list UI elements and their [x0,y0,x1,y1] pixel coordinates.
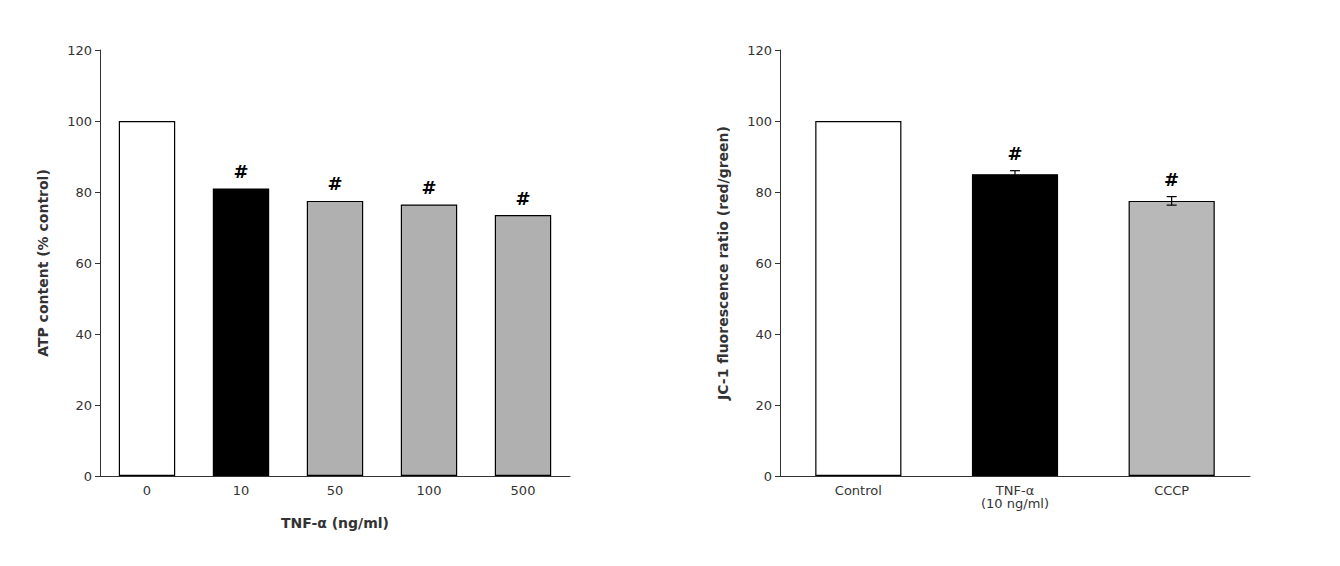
svg-text:#: # [1164,169,1179,190]
svg-text:60: 60 [755,256,772,271]
svg-text:80: 80 [75,185,92,200]
svg-text:20: 20 [75,398,92,413]
svg-text:Control: Control [835,483,882,498]
svg-text:500: 500 [511,483,536,498]
svg-text:TNF-α: TNF-α [995,483,1035,498]
svg-text:100: 100 [67,114,92,129]
svg-text:120: 120 [67,43,92,58]
svg-text:#: # [1007,143,1022,164]
svg-text:40: 40 [755,327,772,342]
svg-text:50: 50 [327,483,344,498]
svg-text:#: # [515,188,530,209]
svg-text:TNF-α (ng/ml): TNF-α (ng/ml) [281,515,389,531]
svg-text:100: 100 [747,114,772,129]
svg-text:40: 40 [75,327,92,342]
svg-text:0: 0 [764,469,772,484]
svg-text:(10 ng/ml): (10 ng/ml) [981,496,1049,511]
svg-text:0: 0 [143,483,151,498]
svg-text:10: 10 [233,483,250,498]
svg-text:0: 0 [84,469,92,484]
svg-text:JC-1 fluorescence ratio (red/g: JC-1 fluorescence ratio (red/green) [715,126,731,401]
svg-text:#: # [421,177,436,198]
svg-text:ATP content (% control): ATP content (% control) [35,169,51,357]
svg-text:#: # [327,173,342,194]
svg-text:#: # [233,161,248,182]
svg-text:20: 20 [755,398,772,413]
svg-text:120: 120 [747,43,772,58]
svg-text:60: 60 [75,256,92,271]
svg-text:100: 100 [417,483,442,498]
svg-text:CCCP: CCCP [1154,483,1189,498]
svg-text:80: 80 [755,185,772,200]
